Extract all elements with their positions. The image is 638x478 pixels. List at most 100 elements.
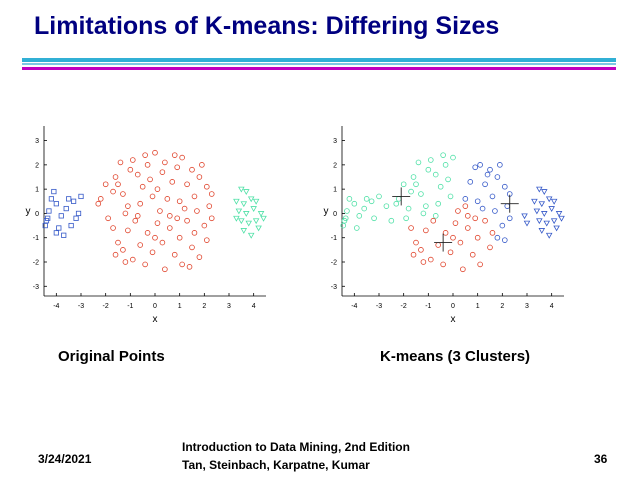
data-point-circle xyxy=(115,239,121,246)
data-point-circle xyxy=(450,234,456,241)
data-point-circle xyxy=(430,217,437,224)
centroid-marker xyxy=(392,187,411,206)
data-point-triangle xyxy=(550,198,558,205)
y-tick-label: -3 xyxy=(33,284,39,291)
x-tick-label: 3 xyxy=(227,303,231,310)
x-tick-label: -3 xyxy=(376,303,382,310)
data-point-square xyxy=(48,196,55,202)
data-point-circle xyxy=(410,174,417,180)
data-point-circle xyxy=(502,183,508,190)
data-point-circle xyxy=(154,186,161,192)
data-point-circle xyxy=(465,213,471,219)
data-point-circle xyxy=(452,220,459,226)
data-point-circle xyxy=(447,249,454,256)
data-point-circle xyxy=(208,215,215,222)
data-point-circle xyxy=(112,251,119,258)
series-3 xyxy=(521,186,565,239)
data-point-circle xyxy=(144,162,151,168)
data-point-triangle xyxy=(255,225,262,232)
data-point-circle xyxy=(418,191,424,197)
y-tick-label: -1 xyxy=(331,235,337,242)
y-tick-label: 2 xyxy=(35,162,39,169)
data-point-circle xyxy=(492,208,498,214)
data-point-circle xyxy=(204,183,210,190)
data-point-triangle xyxy=(242,211,250,217)
data-point-circle xyxy=(110,225,116,231)
y-axis-label: y xyxy=(26,206,31,217)
data-point-circle xyxy=(171,152,178,158)
data-point-circle xyxy=(95,200,102,207)
data-point-circle xyxy=(127,166,134,173)
footer-page-number: 36 xyxy=(594,452,608,466)
data-point-circle xyxy=(176,234,183,241)
data-point-circle xyxy=(196,254,203,260)
data-point-circle xyxy=(400,181,407,188)
x-tick-label: -4 xyxy=(351,303,357,310)
data-point-circle xyxy=(494,174,501,180)
data-point-square xyxy=(46,208,52,214)
data-point-circle xyxy=(159,239,166,246)
data-point-circle xyxy=(351,200,358,207)
data-point-circle xyxy=(423,227,429,234)
data-point-circle xyxy=(125,203,131,209)
data-point-circle xyxy=(179,261,185,268)
data-point-circle xyxy=(112,174,119,180)
data-point-triangle xyxy=(540,211,548,217)
data-point-circle xyxy=(445,176,451,183)
centroid-marker xyxy=(434,233,453,252)
y-tick-label: 3 xyxy=(333,138,337,145)
x-tick-label: -2 xyxy=(401,303,407,310)
data-point-circle xyxy=(206,203,213,209)
data-point-circle xyxy=(371,215,377,222)
data-point-triangle xyxy=(550,218,558,225)
data-point-circle xyxy=(105,215,111,222)
data-point-circle xyxy=(413,181,419,188)
data-point-circle xyxy=(142,261,148,268)
data-point-circle xyxy=(154,220,161,226)
data-point-circle xyxy=(191,230,198,236)
original-points-scatter-plot: -4 -3 -2 -1 0 1 2 3 4 -3 -2 -1 0 1 2 3 x y xyxy=(26,126,267,325)
data-point-square xyxy=(66,196,72,202)
data-point-circle xyxy=(440,261,446,268)
data-point-circle xyxy=(477,261,483,268)
data-point-circle xyxy=(208,191,215,197)
data-point-circle xyxy=(474,234,481,241)
data-point-circle xyxy=(408,188,414,195)
data-point-square xyxy=(73,215,79,221)
data-point-circle xyxy=(467,179,474,185)
data-point-circle xyxy=(450,154,456,161)
slide-title: Limitations of K-means: Differing Sizes xyxy=(34,12,500,40)
data-point-circle xyxy=(157,208,163,214)
data-point-circle xyxy=(484,171,491,178)
x-tick-label: -4 xyxy=(53,303,59,310)
data-point-circle xyxy=(413,239,419,246)
x-tick-label: 4 xyxy=(252,303,256,310)
data-point-circle xyxy=(388,217,395,224)
y-tick-label: 3 xyxy=(35,138,39,145)
data-point-square xyxy=(75,210,82,217)
data-point-circle xyxy=(184,181,190,188)
data-point-circle xyxy=(122,210,129,217)
data-point-circle xyxy=(122,259,129,265)
series-0 xyxy=(42,188,84,238)
x-tick-label: 2 xyxy=(500,303,504,310)
data-point-circle xyxy=(410,251,417,258)
data-point-circle xyxy=(142,152,148,158)
y-tick-label: 2 xyxy=(333,162,337,169)
data-point-circle xyxy=(376,193,382,200)
data-point-circle xyxy=(159,169,166,175)
y-tick-label: -2 xyxy=(33,260,39,267)
data-point-circle xyxy=(196,174,203,180)
data-point-circle xyxy=(383,203,390,209)
data-point-square xyxy=(53,201,59,207)
data-point-circle xyxy=(479,205,486,212)
data-point-square xyxy=(53,230,59,236)
data-point-circle xyxy=(117,159,124,166)
data-point-square xyxy=(42,222,48,229)
data-point-circle xyxy=(342,215,349,222)
data-point-triangle xyxy=(538,228,546,234)
data-point-circle xyxy=(139,183,146,190)
data-point-triangle xyxy=(545,196,553,203)
data-point-triangle xyxy=(233,198,240,205)
data-point-circle xyxy=(425,166,432,173)
